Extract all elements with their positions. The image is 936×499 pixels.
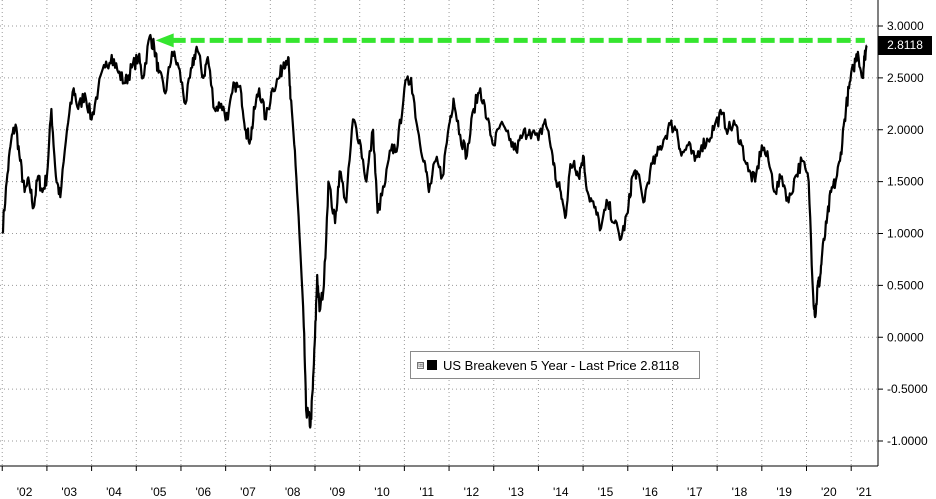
last-price-badge-text: 2.8118 [887, 38, 923, 52]
legend[interactable]: ⊞ US Breakeven 5 Year - Last Price 2.811… [410, 351, 700, 379]
vertical-gridlines [1, 0, 852, 466]
y-axis-ticks: 3.0000 2.5000 2.0000 1.5000 1.0000 0.5000 0.00… [878, 19, 928, 448]
x-tick-label: '11 [419, 485, 434, 499]
y-tick-label: -0.5000 [887, 382, 928, 396]
y-tick-label: 0.0000 [887, 330, 924, 344]
y-tick-label: 2.0000 [887, 123, 924, 137]
x-tick-label: '16 [642, 485, 658, 499]
peak-arrow-head [155, 33, 174, 48]
x-axis-ticks: '02 '03 '04 '05 '06 '07 '08 '09 '10 '11 '12 '13 '14 '… [1, 466, 872, 499]
x-tick-label: '05 [151, 485, 167, 499]
peak-reference-arrow [155, 33, 865, 48]
last-price-badge: 2.8118 [878, 36, 932, 55]
y-tick-label: 1.0000 [887, 227, 924, 241]
x-tick-label: '06 [195, 485, 211, 499]
legend-expand-icon[interactable]: ⊞ [417, 361, 424, 369]
x-tick-label: '21 [856, 485, 872, 499]
x-tick-label: '04 [106, 485, 122, 499]
y-tick-label: 1.5000 [887, 175, 924, 189]
x-tick-label: '14 [553, 485, 569, 499]
x-tick-label: '09 [330, 485, 346, 499]
x-tick-label: '15 [598, 485, 614, 499]
legend-label: US Breakeven 5 Year - Last Price 2.8118 [443, 357, 680, 373]
x-tick-label: '18 [732, 485, 748, 499]
y-tick-label: 3.0000 [887, 19, 924, 33]
x-tick-label: '20 [821, 485, 837, 499]
legend-swatch [427, 360, 437, 370]
y-tick-label: 2.5000 [887, 71, 924, 85]
x-tick-label: '17 [687, 485, 703, 499]
x-tick-label: '08 [285, 485, 301, 499]
series-line-us-breakeven-5-year [1, 33, 868, 429]
y-tick-label: 0.5000 [887, 278, 924, 292]
x-tick-label: '02 [17, 485, 33, 499]
x-tick-label: '03 [61, 485, 77, 499]
x-tick-label: '10 [374, 485, 390, 499]
x-tick-label: '13 [508, 485, 524, 499]
x-tick-label: '12 [464, 485, 480, 499]
x-tick-label: '19 [776, 485, 792, 499]
y-tick-label: -1.0000 [887, 434, 928, 448]
x-tick-label: '07 [240, 485, 256, 499]
